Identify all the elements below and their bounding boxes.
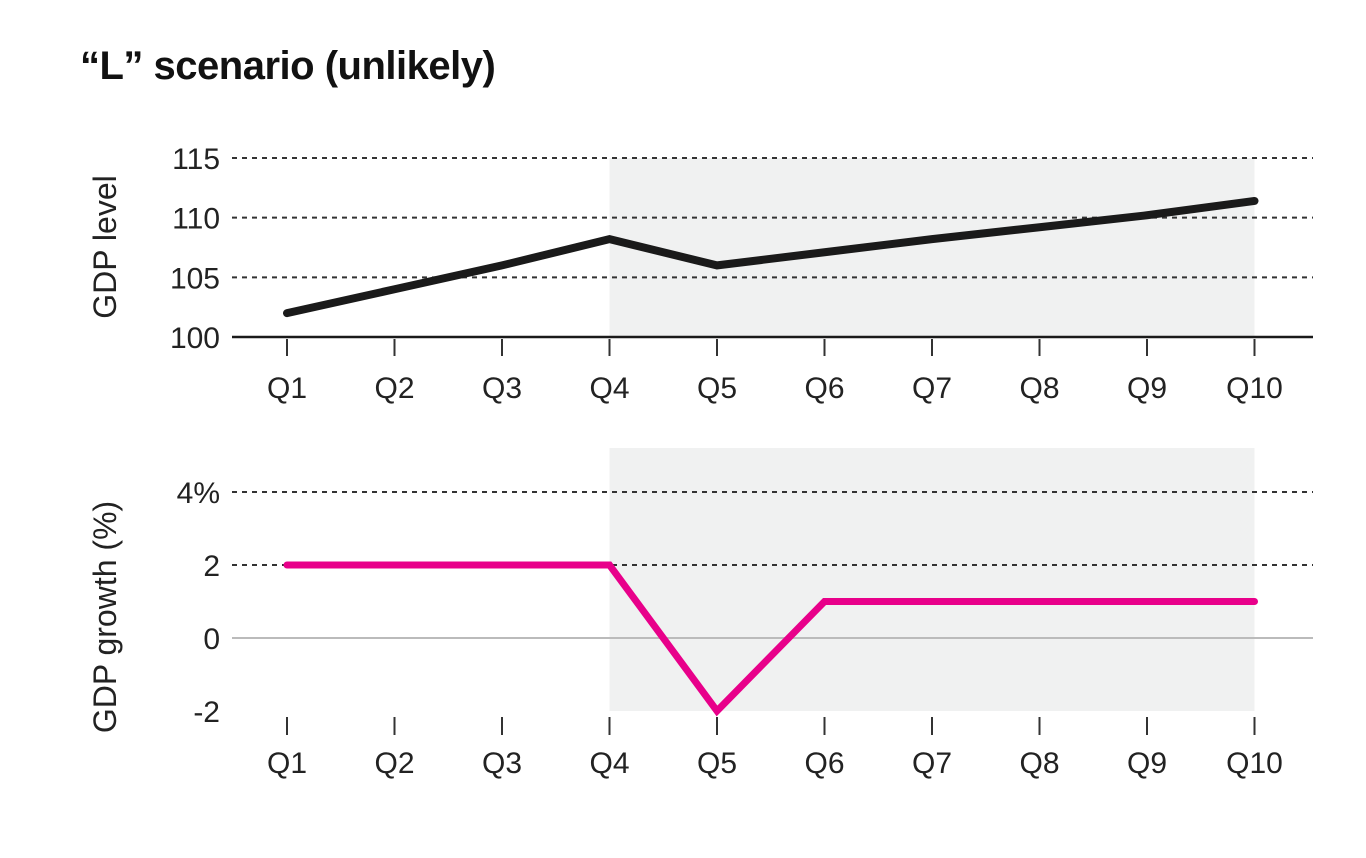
page-title: “L” scenario (unlikely) (80, 44, 496, 88)
x-tick-label: Q6 (804, 747, 844, 780)
x-tick-label: Q3 (482, 372, 522, 405)
data-point (394, 564, 395, 566)
data-point (394, 288, 395, 290)
y-axis-title: GDP level (87, 175, 123, 318)
data-point (1146, 601, 1148, 602)
data-point (286, 564, 288, 566)
data-point (1039, 601, 1040, 602)
gdp-level-panel: 100 105 110 115 Q1 Q2 Q3 Q4 Q5 Q6 Q7 Q8 Q9 Q10 GDP lev… (87, 143, 1313, 405)
x-tick-label: Q1 (267, 372, 307, 405)
y-tick-label: 0 (203, 623, 220, 656)
data-point (609, 564, 610, 566)
x-tick-label: Q7 (912, 372, 952, 405)
data-point (1254, 601, 1255, 602)
data-point (501, 264, 503, 266)
data-point (931, 601, 933, 602)
x-tick-label: Q2 (374, 372, 414, 405)
x-tick-label: Q4 (589, 747, 629, 780)
x-tick-label: Q3 (482, 747, 522, 780)
y-tick-label: -2 (193, 696, 220, 729)
y-tick-label: 4% (177, 477, 220, 510)
data-point (1146, 214, 1148, 216)
data-point (1039, 226, 1040, 228)
y-tick-label: 105 (170, 262, 220, 295)
x-tick-label: Q5 (697, 747, 737, 780)
data-point (931, 238, 933, 240)
x-tick-label: Q9 (1127, 372, 1167, 405)
data-point (716, 710, 718, 712)
y-tick-label: 2 (203, 550, 220, 583)
x-tick-label: Q8 (1019, 747, 1059, 780)
x-tick-label: Q1 (267, 747, 307, 780)
y-tick-label: 100 (170, 322, 220, 355)
data-point (501, 564, 503, 566)
x-tick-label: Q6 (804, 372, 844, 405)
data-point (824, 601, 825, 602)
data-point (716, 264, 718, 266)
x-tick-label: Q9 (1127, 747, 1167, 780)
x-tick-label: Q5 (697, 372, 737, 405)
x-tick-label: Q2 (374, 747, 414, 780)
shaded-forecast-region (609, 158, 1255, 337)
x-tick-label: Q10 (1226, 747, 1283, 780)
y-axis-title: GDP growth (%) (87, 501, 123, 733)
x-tick-label: Q7 (912, 747, 952, 780)
data-point (1254, 200, 1255, 202)
x-tick-label: Q8 (1019, 372, 1059, 405)
data-point (286, 312, 288, 314)
x-tick-label: Q10 (1226, 372, 1283, 405)
data-point (609, 238, 610, 240)
x-tick-label: Q4 (589, 372, 629, 405)
data-point (824, 251, 825, 253)
y-tick-label: 115 (172, 143, 220, 176)
shaded-forecast-region (609, 448, 1255, 711)
y-tick-label: 110 (172, 203, 220, 236)
gdp-growth-panel: -2 0 2 4% Q1 Q2 Q3 Q4 Q5 Q6 Q7 Q8 Q9 Q10 GDP growth (%… (87, 448, 1313, 780)
series-line (283, 196, 1259, 318)
series-line (283, 561, 1258, 717)
